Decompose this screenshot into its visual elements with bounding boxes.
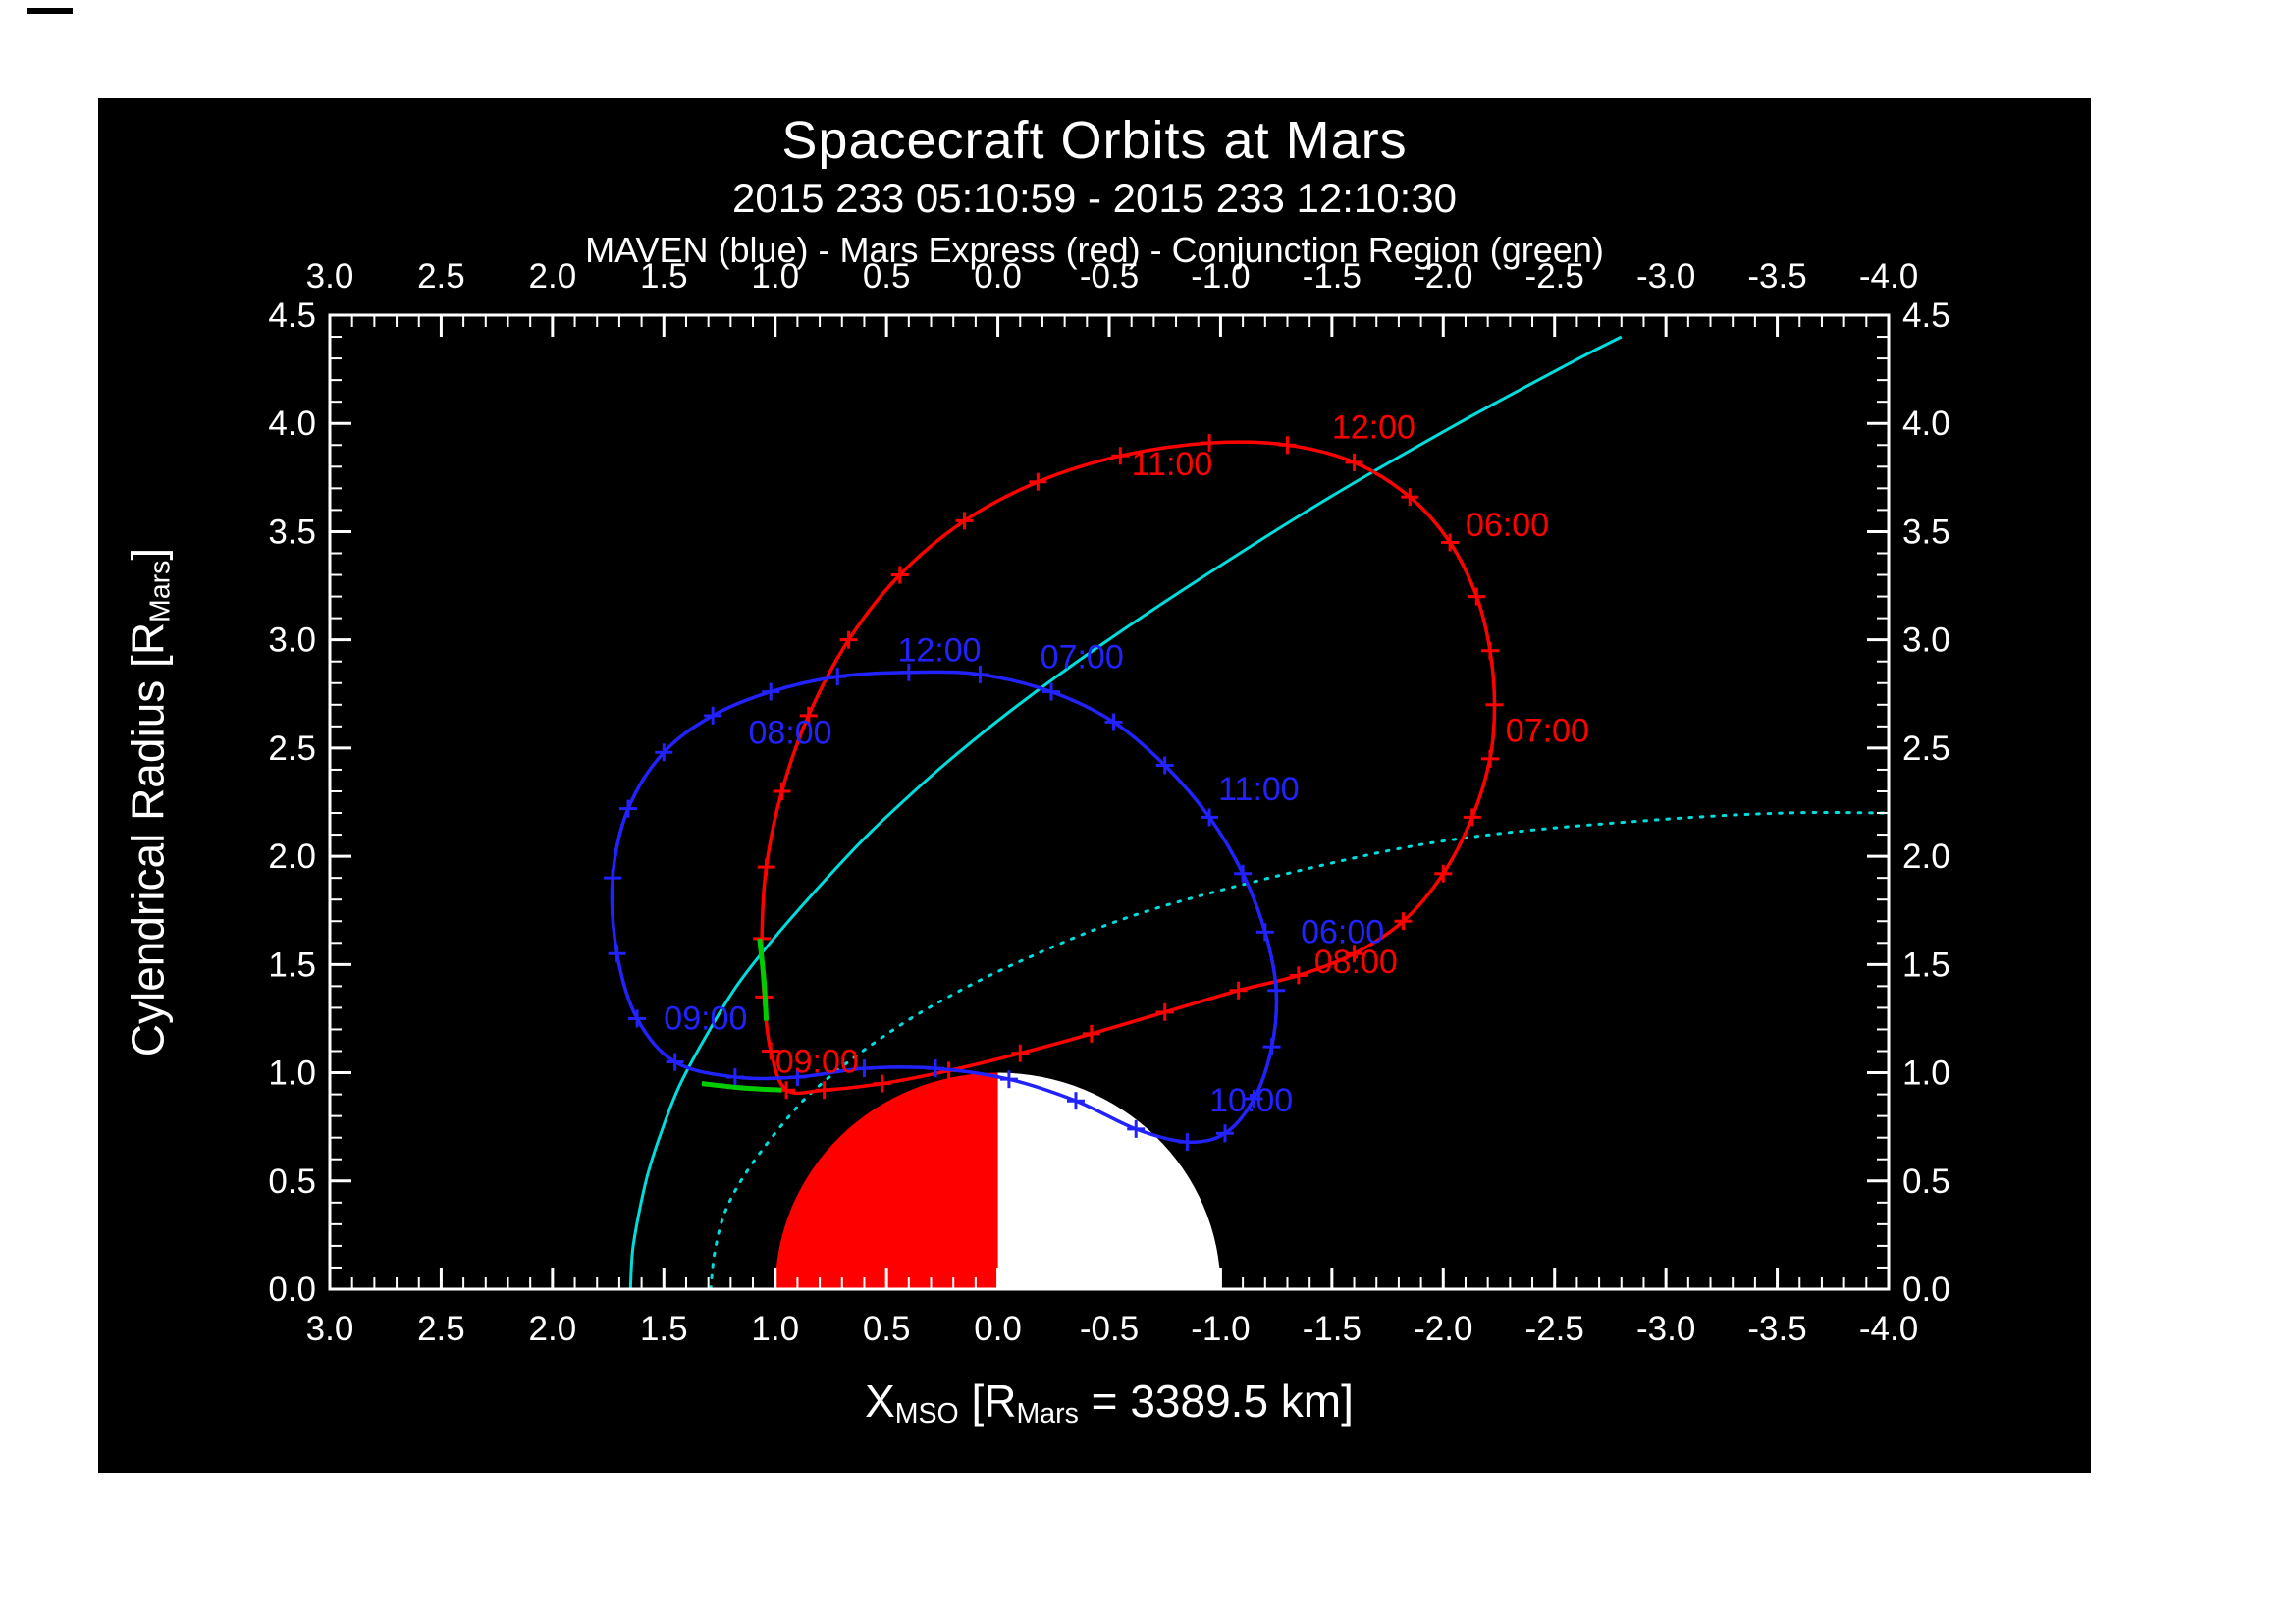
x-tick-label-bottom: -3.5 <box>1747 1310 1806 1348</box>
x-tick-label-bottom: 2.0 <box>529 1310 577 1348</box>
conjunction-region-2-path <box>701 1081 782 1093</box>
x-tick-label-bottom: 3.0 <box>306 1310 354 1348</box>
time-label: 12:00 <box>1332 409 1415 447</box>
x-tick-label-bottom: -2.5 <box>1525 1310 1584 1348</box>
x-tick-label-top: -3.0 <box>1636 257 1695 296</box>
time-label: 07:00 <box>1041 638 1124 676</box>
x-tick-label-top: 2.5 <box>417 257 465 296</box>
time-label: 09:00 <box>664 1000 747 1037</box>
time-label: 07:00 <box>1506 712 1589 749</box>
time-label: 10:00 <box>1209 1082 1293 1119</box>
x-tick-label-bottom: -1.0 <box>1191 1310 1250 1348</box>
x-tick-label-top: 3.0 <box>306 257 354 296</box>
x-tick-label-top: -0.5 <box>1080 257 1139 296</box>
y-tick-label-right: 2.0 <box>1902 838 1950 876</box>
x-tick-label-top: -3.5 <box>1747 257 1806 296</box>
y-tick-label-left: 0.0 <box>268 1271 316 1309</box>
y-tick-label-right: 3.5 <box>1902 513 1950 551</box>
scan-artifact <box>27 8 73 14</box>
x-tick-label-bottom: -1.5 <box>1303 1310 1362 1348</box>
series-bow-shock <box>628 335 1623 1289</box>
y-tick-label-right: 1.5 <box>1902 946 1950 984</box>
y-tick-label-left: 2.5 <box>268 730 316 768</box>
y-tick-label-right: 4.5 <box>1902 297 1950 335</box>
time-label: 08:00 <box>748 714 831 751</box>
y-tick-label-right: 4.0 <box>1902 405 1950 443</box>
chart-date-range: 2015 233 05:10:59 - 2015 233 12:10:30 <box>732 175 1457 221</box>
x-tick-label-top: -2.0 <box>1414 257 1472 296</box>
x-tick-label-top: -1.0 <box>1191 257 1250 296</box>
x-tick-label-top: -2.5 <box>1525 257 1584 296</box>
x-tick-label-bottom: 1.0 <box>751 1310 799 1348</box>
x-tick-label-top: 2.0 <box>529 257 577 296</box>
chart-legend: MAVEN (blue) - Mars Express (red) - Conj… <box>585 230 1604 270</box>
series-mars-express-orbit <box>760 440 1497 1096</box>
y-tick-label-left: 3.0 <box>268 622 316 660</box>
y-tick-label-left: 1.5 <box>268 946 316 984</box>
x-ticks <box>328 315 1891 1289</box>
y-tick-label-right: 2.5 <box>1902 730 1950 768</box>
markers-mars-express-orbit <box>753 434 1504 1100</box>
x-tick-label-top: 0.5 <box>863 257 911 296</box>
y-axis-title: Cylendrical Radius [RMars] <box>122 547 177 1057</box>
x-tick-label-top: 1.5 <box>640 257 688 296</box>
mars <box>774 1072 1221 1289</box>
x-tick-label-top: 0.0 <box>974 257 1022 296</box>
conjunction-region-1-path <box>757 938 770 1021</box>
y-tick-label-left: 0.5 <box>268 1163 316 1201</box>
x-tick-label-bottom: -0.5 <box>1080 1310 1139 1348</box>
chart-title: Spacecraft Orbits at Mars <box>781 111 1408 170</box>
x-axis-title: XMSO [RMars = 3389.5 km] <box>865 1376 1354 1430</box>
y-tick-label-right: 0.5 <box>1902 1163 1950 1201</box>
time-label: 11:00 <box>1132 446 1213 483</box>
y-tick-label-right: 3.0 <box>1902 622 1950 660</box>
x-tick-label-top: 1.0 <box>751 257 799 296</box>
mars-express-orbit-path <box>760 440 1497 1096</box>
y-tick-label-left: 2.0 <box>268 838 316 876</box>
y-tick-label-left: 4.0 <box>268 405 316 443</box>
x-tick-label-bottom: -3.0 <box>1636 1310 1695 1348</box>
x-axis-subscript-mso: MSO <box>894 1397 959 1430</box>
x-tick-label-bottom: 0.0 <box>974 1310 1022 1348</box>
x-tick-label-top: -1.5 <box>1303 257 1362 296</box>
labels-maven-orbit: 12:00 07:00 08:00 11:00 06:00 09:00 10:00 <box>664 632 1384 1120</box>
labels-mars-express-orbit: 12:00 11:00 06:00 07:00 08:00 09:00 <box>775 409 1589 1081</box>
y-tick-label-right: 1.0 <box>1902 1055 1950 1093</box>
plot-content: 12:00 11:00 06:00 07:00 08:00 09:00 12:00 07:00… <box>604 335 1889 1289</box>
x-tick-label-bottom: -2.0 <box>1414 1310 1472 1348</box>
y-tick-label-right: 0.0 <box>1902 1271 1950 1309</box>
series-maven-orbit <box>610 670 1279 1144</box>
series-conjunction-region-1 <box>757 938 770 1021</box>
maven-orbit-path <box>610 670 1279 1144</box>
y-tick-labels: 0.0 0.0 0.5 0.5 1.0 1.0 1.5 1.5 2.0 2.0 2.5 2.5 3.0 3… <box>268 297 1949 1309</box>
x-tick-label-bottom: 1.5 <box>640 1310 688 1348</box>
y-tick-label-left: 3.5 <box>268 513 316 551</box>
x-tick-labels: 3.0 3.0 2.5 2.5 2.0 2.0 1.5 1.5 1.0 1.0 0.5 0.5 0.0 0… <box>306 257 1918 1348</box>
bow-shock-path <box>628 335 1623 1289</box>
y-axis-subscript-mars: Mars <box>144 560 177 622</box>
time-label: 12:00 <box>897 632 981 670</box>
x-tick-label-bottom: 2.5 <box>417 1310 465 1348</box>
series-conjunction-region-2 <box>701 1081 782 1093</box>
mars-nightside <box>997 1072 1221 1289</box>
x-tick-label-top: -4.0 <box>1859 257 1918 296</box>
mars-dayside <box>774 1072 998 1289</box>
time-label: 08:00 <box>1314 944 1398 981</box>
y-tick-label-left: 1.0 <box>268 1055 316 1093</box>
x-tick-label-bottom: -4.0 <box>1859 1310 1918 1348</box>
x-axis-subscript-mars: Mars <box>1016 1397 1079 1430</box>
y-tick-label-left: 4.5 <box>268 297 316 335</box>
y-ticks <box>330 313 1889 1291</box>
markers-maven-orbit <box>604 663 1286 1152</box>
time-label: 09:00 <box>775 1044 859 1081</box>
time-label: 11:00 <box>1218 771 1300 808</box>
time-label: 06:00 <box>1301 913 1384 950</box>
x-tick-label-bottom: 0.5 <box>863 1310 911 1348</box>
chart-header: Spacecraft Orbits at Mars 2015 233 05:10… <box>98 110 2091 271</box>
time-label: 06:00 <box>1466 507 1549 544</box>
